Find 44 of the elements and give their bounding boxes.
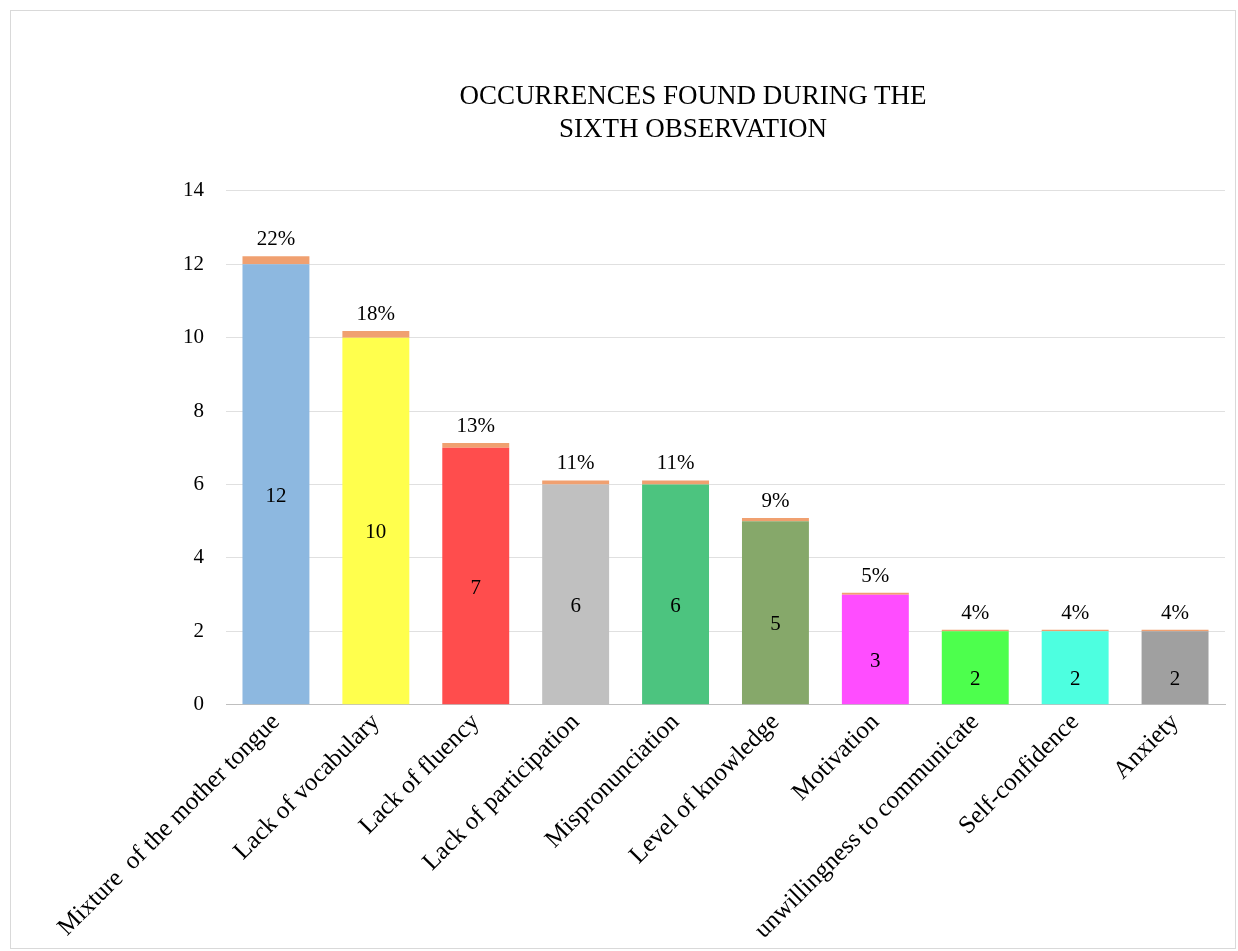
bar — [841, 594, 909, 705]
data-label: 4% — [961, 599, 990, 624]
y-tick-label: 6 — [193, 471, 204, 496]
data-label: 10 — [365, 519, 387, 544]
bar — [242, 256, 310, 265]
data-label: 5 — [770, 611, 781, 636]
data-label: 3 — [870, 647, 881, 672]
y-tick-label: 0 — [193, 691, 204, 716]
bar — [342, 331, 410, 338]
data-label: 13% — [456, 413, 495, 438]
bar — [342, 337, 410, 705]
bar — [741, 521, 809, 705]
data-label: 4% — [1061, 599, 1090, 624]
data-label: 2 — [1069, 666, 1081, 691]
y-tick-label: 8 — [193, 397, 204, 422]
bar — [542, 480, 610, 485]
data-label: 11% — [556, 450, 595, 475]
data-label: 18% — [356, 301, 396, 326]
bar — [1041, 631, 1109, 705]
y-tick-label: 14 — [183, 177, 205, 202]
bar — [1141, 631, 1209, 705]
data-label: 6 — [570, 592, 581, 617]
y-tick-label: 4 — [193, 544, 205, 569]
data-label: 11% — [656, 450, 695, 475]
y-tick-label: 2 — [193, 617, 204, 642]
data-label: 4% — [1161, 599, 1190, 624]
bar — [442, 447, 510, 705]
data-label: 7 — [470, 574, 481, 599]
bar — [741, 517, 809, 522]
bar — [242, 264, 310, 705]
y-tick-label: 10 — [183, 324, 204, 349]
bar — [442, 443, 510, 448]
data-label: 22% — [256, 226, 296, 251]
data-label: 9% — [761, 487, 790, 512]
bar — [642, 484, 710, 705]
bar — [941, 631, 1009, 705]
data-label: 5% — [861, 562, 890, 587]
data-label: 2 — [1169, 666, 1181, 691]
bar — [642, 480, 710, 485]
data-label: 2 — [970, 666, 981, 691]
data-label: 6 — [670, 592, 681, 617]
y-tick-label: 12 — [183, 250, 204, 275]
data-label: 12 — [265, 482, 287, 507]
chart-title: OCCURRENCES FOUND DURING THE SIXTH OBSERVATION — [459, 80, 927, 143]
